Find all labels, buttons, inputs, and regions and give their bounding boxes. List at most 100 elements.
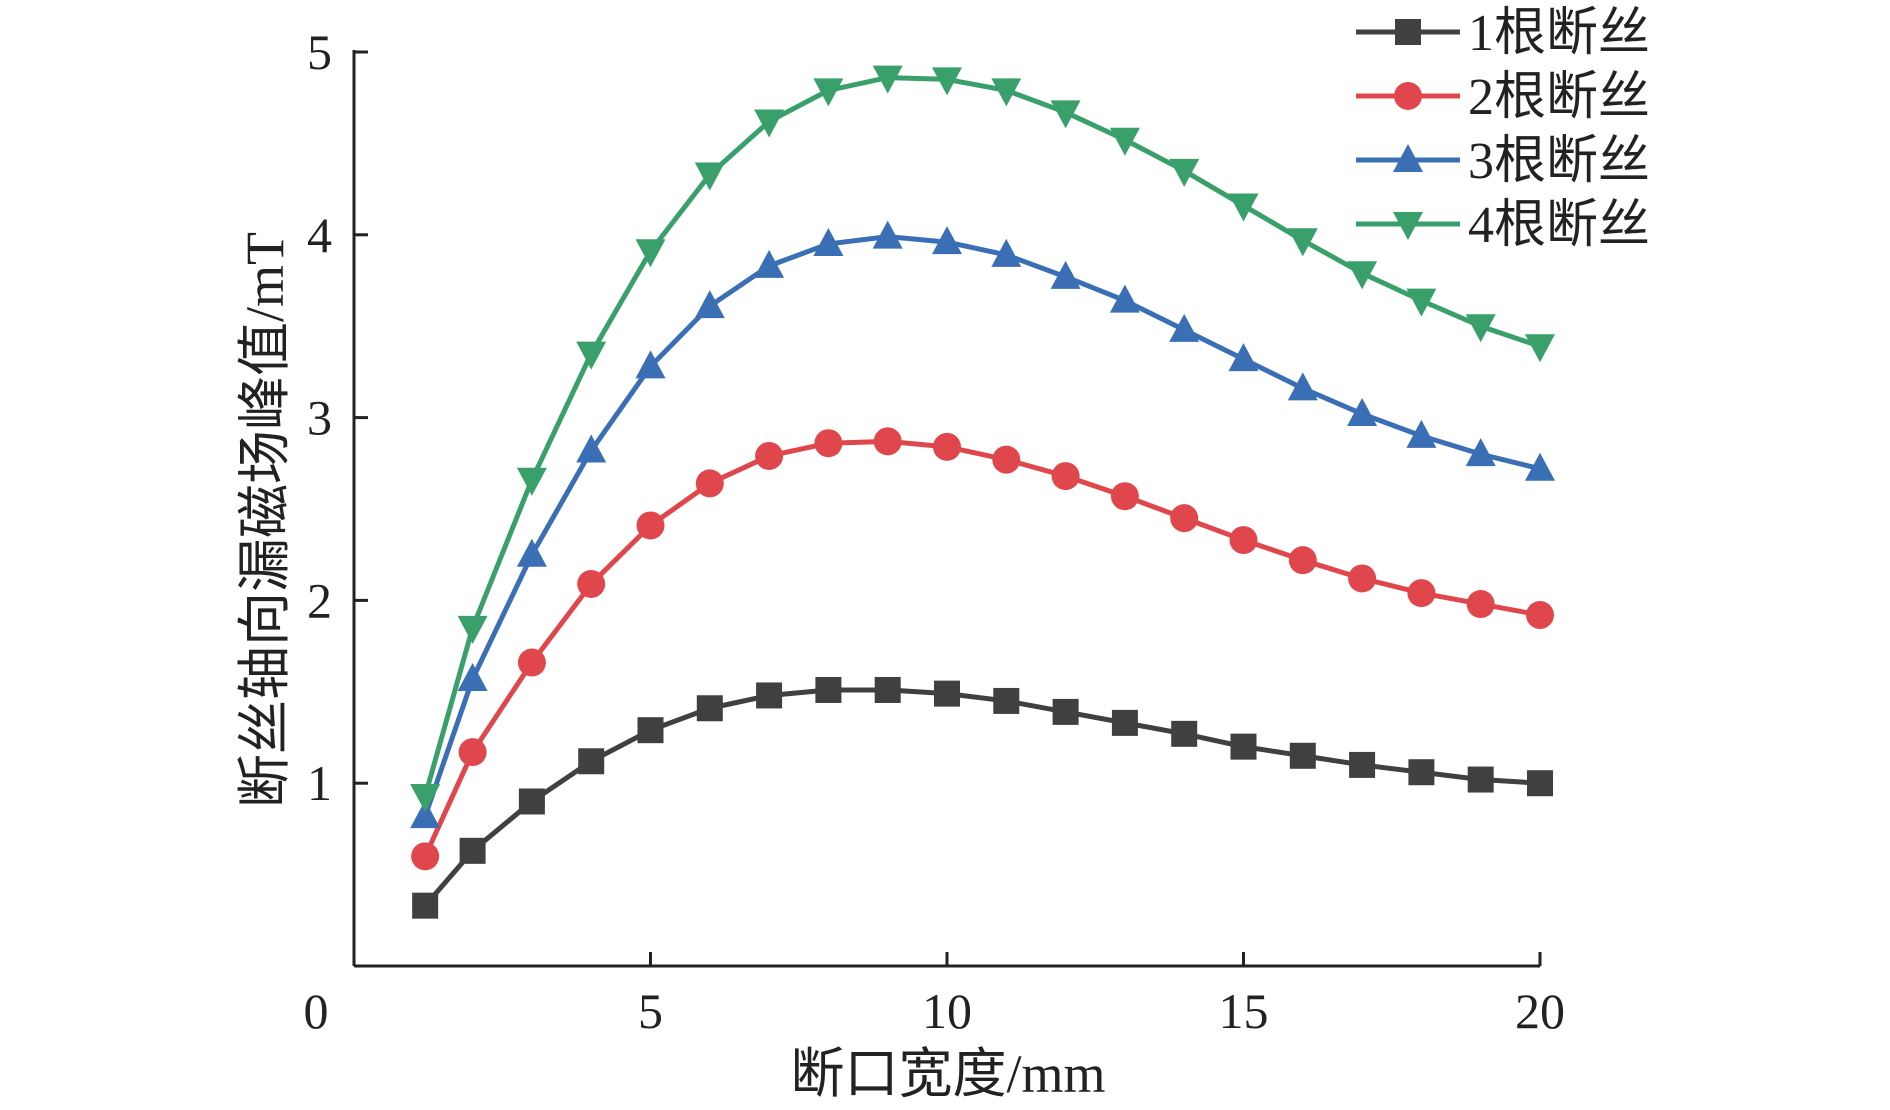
legend-label: 1根断丝 (1468, 5, 1650, 62)
data-point (993, 687, 1020, 714)
data-point (932, 67, 962, 96)
data-point (1110, 482, 1139, 511)
data-point (1467, 766, 1494, 793)
data-point (577, 569, 606, 598)
data-point (814, 429, 843, 458)
data-point (1050, 260, 1081, 289)
data-point (991, 238, 1022, 267)
legend: 1根断丝 2根断丝 3根断丝 4根断丝 (1356, 5, 1650, 254)
data-point (992, 445, 1021, 474)
data-point (576, 341, 607, 370)
data-point (754, 249, 785, 278)
legend-item-2: 2根断丝 (1356, 69, 1650, 126)
y-tick-label: 2 (307, 572, 332, 628)
x-tick-label: 15 (1219, 983, 1269, 1039)
y-tick-label: 1 (307, 755, 332, 811)
y-tick-label: 5 (307, 24, 332, 80)
data-point (518, 788, 545, 815)
data-point (872, 220, 903, 249)
data-point (872, 65, 903, 94)
data-point (813, 78, 844, 107)
data-point (1525, 334, 1555, 363)
data-point (1348, 564, 1377, 593)
data-point (754, 109, 785, 138)
series-2 (411, 427, 1554, 871)
x-tick-label: 20 (1515, 983, 1565, 1039)
series-1 (412, 676, 1553, 919)
data-point (991, 78, 1022, 107)
legend-marker (1394, 82, 1422, 110)
data-point (457, 663, 488, 692)
data-point (1288, 546, 1317, 575)
data-point (1229, 526, 1258, 555)
data-point (696, 695, 723, 722)
data-point (1228, 343, 1259, 372)
data-point (1408, 759, 1435, 786)
data-point (755, 441, 784, 470)
y-tick-label: 4 (307, 207, 332, 263)
data-point (1170, 504, 1199, 533)
data-point (1465, 438, 1496, 467)
data-point (637, 717, 664, 744)
data-point (1287, 228, 1318, 257)
series-4 (410, 65, 1555, 812)
x-axis-title: 断口宽度/mm (790, 1044, 1105, 1104)
legend-item-1: 1根断丝 (1356, 5, 1650, 62)
data-point (1171, 720, 1198, 747)
data-point (458, 738, 487, 767)
series-group (410, 65, 1555, 919)
x-tick-label: 10 (922, 983, 972, 1039)
data-point (1406, 419, 1437, 448)
data-point (516, 538, 547, 567)
data-point (457, 615, 488, 644)
data-point (1228, 193, 1259, 222)
data-point (932, 226, 962, 255)
data-point (1349, 751, 1376, 778)
data-point (1407, 579, 1436, 608)
y-tick-label: 3 (307, 390, 332, 446)
data-point (635, 239, 666, 268)
data-point (1287, 372, 1318, 401)
data-point (934, 680, 960, 707)
data-point (1347, 397, 1378, 426)
series-line (423, 687, 1541, 908)
data-point (410, 800, 441, 829)
legend-marker (1395, 19, 1421, 45)
data-point (411, 842, 440, 871)
axes-group: 1 2 3 4 5 0 5 10 15 20 (304, 24, 1566, 1039)
series-line (422, 438, 1541, 858)
series-line (422, 234, 1541, 817)
legend-item-3: 3根断丝 (1356, 133, 1650, 190)
data-point (1109, 284, 1140, 313)
data-point (1527, 770, 1553, 797)
legend-marker (1393, 212, 1423, 240)
data-point (873, 427, 902, 456)
data-point (695, 469, 724, 498)
data-point (1406, 288, 1437, 317)
legend-marker (1393, 144, 1423, 172)
data-point (412, 892, 439, 919)
legend-label: 4根断丝 (1468, 197, 1650, 254)
data-point (813, 227, 844, 256)
data-point (636, 511, 665, 540)
data-point (815, 676, 842, 703)
data-point (874, 676, 901, 703)
data-point (1052, 698, 1079, 725)
x-tick-label: 5 (638, 983, 663, 1039)
legend-label: 3根断丝 (1468, 133, 1650, 190)
data-point (756, 682, 783, 709)
x-tick-label: 0 (304, 983, 329, 1039)
data-point (1050, 100, 1081, 129)
data-point (410, 783, 441, 812)
legend-label: 2根断丝 (1468, 69, 1650, 126)
data-point (1109, 127, 1140, 156)
data-point (516, 467, 547, 496)
series-3 (410, 220, 1555, 829)
data-point (1347, 261, 1378, 290)
data-point (1051, 462, 1080, 491)
data-point (1230, 733, 1257, 760)
data-point (635, 350, 666, 379)
legend-item-4: 4根断丝 (1356, 197, 1650, 254)
data-point (694, 290, 725, 319)
